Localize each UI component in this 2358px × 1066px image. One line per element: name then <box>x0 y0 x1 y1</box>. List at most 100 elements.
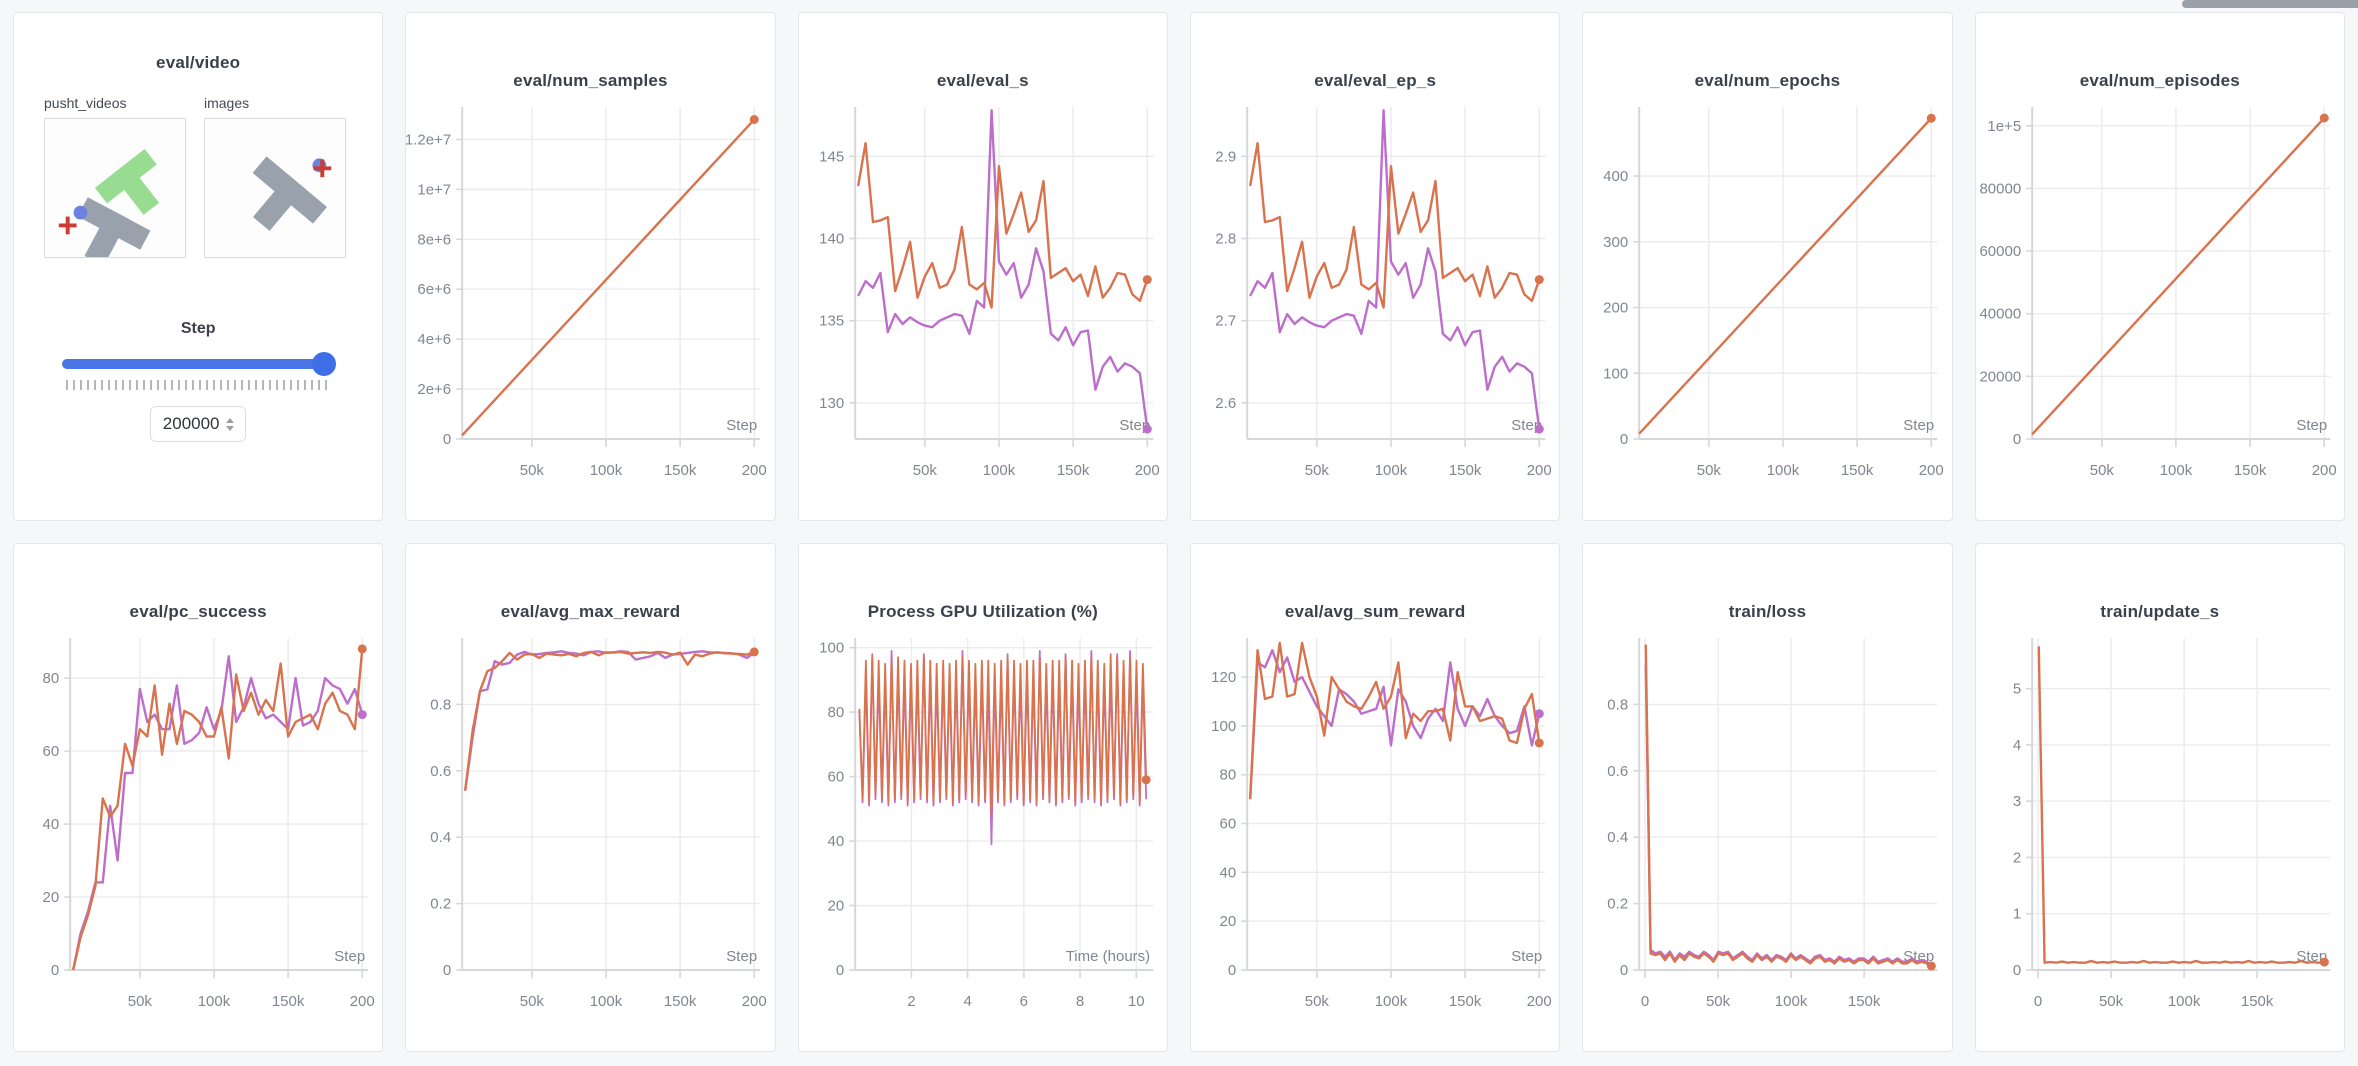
y-tick-label: 130 <box>819 395 844 412</box>
chart-plot-area: 0 20 40 60 80 100 120 50k 100k 150k 200 Step <box>1211 638 1552 1010</box>
y-tick-label: 20 <box>42 889 59 906</box>
media-item-pusht-videos: pusht_videos <box>44 95 186 258</box>
x-tick-label: 100k <box>2167 993 2200 1010</box>
gray-t-shape <box>252 156 327 231</box>
y-tick-label: 20000 <box>1979 368 2021 385</box>
x-tick-label: 100k <box>2159 462 2192 479</box>
y-tick-label: 0 <box>1620 431 1628 448</box>
chart-plot-area: 0 20000 40000 60000 80000 1e+5 50k 100k 150k 200 S… <box>1979 107 2336 479</box>
x-tick-label: 100k <box>1767 462 1800 479</box>
series-end-dot-run-purple[interactable] <box>357 710 367 720</box>
series-end-dot-run-orange[interactable] <box>750 115 760 124</box>
y-tick-label: 0 <box>2012 962 2020 979</box>
y-tick-label: 1.2e+7 <box>406 131 451 148</box>
series-end-dot-run-orange[interactable] <box>1534 275 1544 285</box>
step-slider[interactable] <box>62 352 337 376</box>
panel-eval-avg-sum-reward: eval/avg_sum_reward 0 20 40 60 80 100 120 50k 100… <box>1190 543 1561 1052</box>
y-tick-label: 40 <box>42 816 59 833</box>
x-tick-label: 150k <box>1848 993 1881 1010</box>
series-end-dot-run-orange[interactable] <box>1141 775 1151 785</box>
pusht-videos-thumbnail[interactable] <box>44 118 186 258</box>
series-line-run-purple[interactable] <box>856 109 1149 430</box>
y-tick-label: 0 <box>51 962 59 979</box>
series-line-run-orange[interactable] <box>1638 117 1933 435</box>
green-t-shape <box>94 148 160 215</box>
x-tick-label: 200 <box>1527 462 1552 479</box>
series-line-run-purple[interactable] <box>464 650 756 791</box>
series-line-run-orange[interactable] <box>461 118 756 437</box>
series-line-run-purple[interactable] <box>71 655 364 971</box>
x-tick-label: 50k <box>1706 993 1731 1010</box>
slider-thumb[interactable] <box>312 352 337 376</box>
series-line-run-orange[interactable] <box>858 653 1147 817</box>
series-end-dot-run-orange[interactable] <box>1534 738 1544 748</box>
chevron-up-icon[interactable] <box>225 417 234 423</box>
x-tick-label: 50k <box>2089 462 2114 479</box>
panel-title: eval/num_epochs <box>1694 71 1841 90</box>
series-line-run-orange[interactable] <box>2037 646 2325 964</box>
pusht-scene-graphic <box>58 148 160 257</box>
series-line-run-orange[interactable] <box>71 648 364 971</box>
chevron-down-icon[interactable] <box>225 425 234 431</box>
step-value-input[interactable]: 200000 <box>150 406 247 442</box>
y-tick-label: 2.6 <box>1215 395 1236 412</box>
series-line-run-orange[interactable] <box>2030 117 2325 436</box>
series-end-dot-run-orange[interactable] <box>1142 275 1152 285</box>
series-end-dot-run-purple[interactable] <box>1534 709 1544 719</box>
media-row: pusht_videos <box>14 73 382 258</box>
x-axis-label: Step <box>1511 948 1542 965</box>
x-axis-label: Step <box>1119 417 1150 434</box>
series-end-dot-run-orange[interactable] <box>2319 113 2329 123</box>
stepper-arrows[interactable] <box>225 417 234 431</box>
y-tick-label: 300 <box>1603 234 1628 251</box>
x-axis-label: Step <box>334 948 365 965</box>
x-tick-label: 150k <box>2241 993 2274 1010</box>
step-value[interactable]: 200000 <box>162 414 220 433</box>
series-end-dot-run-orange[interactable] <box>750 647 760 657</box>
series-end-dot-run-orange[interactable] <box>1927 961 1937 971</box>
y-tick-label: 120 <box>1211 669 1236 686</box>
x-axis-label: Step <box>2296 417 2327 434</box>
series-line-run-purple[interactable] <box>1248 649 1541 800</box>
x-tick-label: 150k <box>664 993 697 1010</box>
x-tick-label: 50k <box>128 993 153 1010</box>
x-tick-label: 50k <box>520 462 545 479</box>
panel-eval-video: eval/video pusht_videos <box>13 12 384 521</box>
y-tick-label: 0 <box>835 962 843 979</box>
x-tick-label: 100k <box>1775 993 1808 1010</box>
panel-eval-num-episodes: eval/num_episodes 0 20000 40000 60000 80000 1e… <box>1974 12 2345 521</box>
panel-train-update-s: train/update_s 0 1 2 3 4 5 0 50k 100k 150k Step <box>1974 543 2345 1052</box>
x-tick-label: 50k <box>912 462 937 479</box>
series-line-run-purple[interactable] <box>1644 664 1933 966</box>
horizontal-scrollbar-thumb[interactable] <box>2182 0 2358 8</box>
series-end-dot-run-purple[interactable] <box>1142 424 1152 434</box>
y-tick-label: 0.4 <box>431 829 452 846</box>
series-line-run-orange[interactable] <box>1248 641 1541 800</box>
series-end-dot-run-orange[interactable] <box>357 644 367 654</box>
x-tick-label: 100k <box>982 462 1015 479</box>
x-tick-label: 8 <box>1076 993 1084 1010</box>
series-line-run-orange[interactable] <box>856 142 1149 309</box>
slider-tick-ruler <box>66 380 331 390</box>
y-tick-label: 40 <box>827 833 844 850</box>
y-tick-label: 60 <box>827 769 844 786</box>
y-tick-label: 100 <box>1211 718 1236 735</box>
series-line-run-purple[interactable] <box>1249 109 1541 430</box>
x-tick-label: 200 <box>350 993 375 1010</box>
y-tick-label: 400 <box>1603 168 1628 185</box>
x-tick-label: 150k <box>1841 462 1874 479</box>
images-thumbnail[interactable] <box>204 118 346 258</box>
series-line-run-orange[interactable] <box>1248 142 1541 309</box>
media-item-images: images <box>204 95 346 258</box>
series-end-dot-run-orange[interactable] <box>2319 957 2329 967</box>
x-axis-label: Step <box>727 417 758 434</box>
series-end-dot-run-orange[interactable] <box>1927 113 1937 123</box>
y-tick-label: 0.2 <box>431 896 452 913</box>
series-line-run-orange[interactable] <box>464 650 756 791</box>
x-tick-label: 100k <box>1375 462 1408 479</box>
series-line-run-orange[interactable] <box>1644 644 1933 968</box>
series-end-dot-run-purple[interactable] <box>1534 424 1544 434</box>
slider-track[interactable] <box>62 359 335 369</box>
